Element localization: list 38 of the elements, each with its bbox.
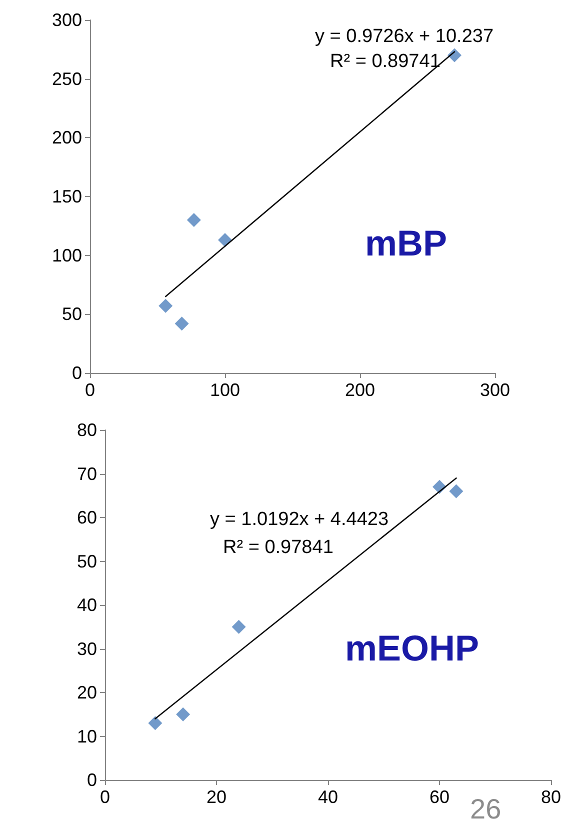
x-tick-label: 100 (210, 380, 240, 400)
annotation: mBP (364, 222, 448, 264)
y-tick-label: 40 (76, 595, 97, 615)
annotation: R² = 0.89741 (330, 51, 440, 72)
x-tick-label: 200 (344, 380, 376, 400)
y-tick-label: 50 (62, 304, 82, 324)
annotation: R² = 0.97841 (222, 537, 334, 558)
y-tick-label: 30 (76, 638, 97, 659)
y-tick-label: 300 (52, 10, 82, 30)
text: 26 (470, 794, 502, 824)
y-tick-label: 20 (76, 682, 97, 702)
y-tick-label: 70 (76, 464, 97, 484)
x-tick-label: 300 (480, 380, 510, 400)
point (174, 316, 189, 331)
x-tick-label: 60 (429, 787, 450, 807)
y-tick-label: 50 (76, 551, 97, 572)
y-tick-label: 100 (52, 245, 82, 266)
y-tick-label: 200 (52, 128, 82, 148)
y-tick-label: 0 (86, 770, 97, 790)
point (232, 620, 246, 634)
y-tick-label: 10 (76, 726, 97, 746)
y-tick-label: 150 (52, 186, 82, 206)
annotation: mEOHP (344, 628, 480, 668)
y-tick-label: 80 (76, 420, 97, 440)
x-tick-label: 20 (206, 787, 227, 807)
y-tick-label: 250 (52, 68, 82, 89)
x-tick-label: 0 (100, 787, 110, 807)
annotation: y = 1.0192x + 4.4423 (210, 509, 389, 530)
y-tick-label: 0 (72, 363, 82, 383)
point (176, 707, 190, 722)
point (186, 213, 201, 228)
x-tick-label: 80 (540, 787, 562, 807)
x-tick-label: 40 (318, 787, 338, 807)
point (449, 484, 464, 498)
y-tick-label: 60 (76, 508, 97, 528)
point (148, 716, 162, 730)
point (158, 298, 173, 313)
annotation: y = 0.9726x + 10.237 (314, 26, 494, 47)
